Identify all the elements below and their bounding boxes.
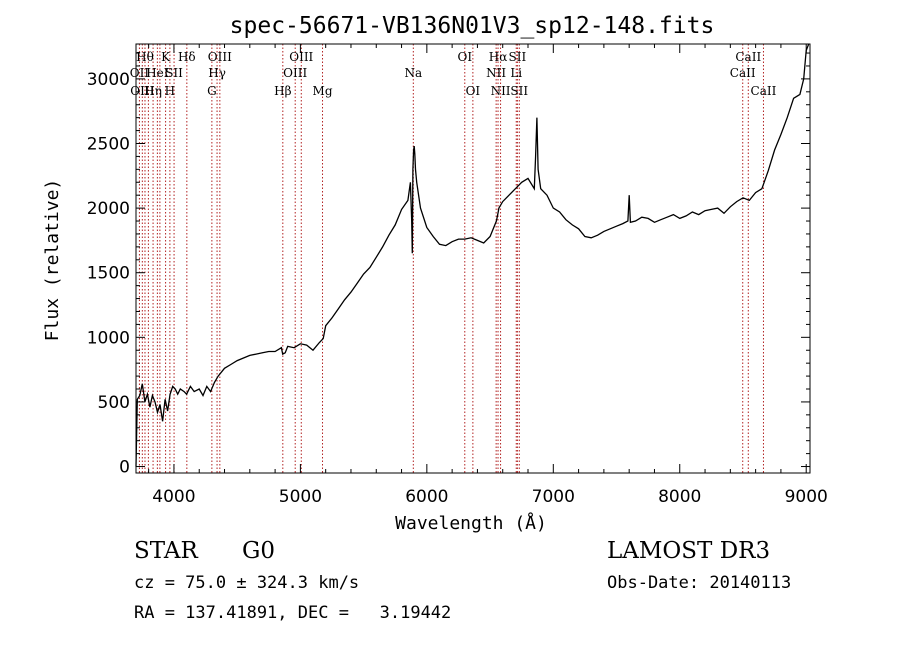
- line-label-4: Hη: [144, 84, 162, 98]
- line-label-19: OI: [457, 50, 472, 64]
- line-label-22: Hα: [489, 50, 508, 64]
- line-label-16: OIII: [289, 50, 313, 64]
- emission-line-labels: OIIOIIIHθHηHeIKHSIIHδGHγOIIIHβOIIIOIIIMg…: [130, 50, 777, 98]
- line-label-13: OIII: [208, 50, 232, 64]
- line-label-10: Hδ: [178, 50, 196, 64]
- line-label-26: SII: [510, 84, 528, 98]
- line-label-28: CaII: [735, 50, 761, 64]
- line-label-21: NII: [486, 66, 506, 80]
- coordinates: RA = 137.41891, DEC = 3.19442: [134, 603, 452, 623]
- y-tick-label-3: 1500: [87, 264, 130, 284]
- line-label-24: Li: [510, 66, 522, 80]
- y-axis-label: Flux (relative): [42, 179, 63, 342]
- line-label-7: K: [161, 50, 171, 64]
- y-tick-label-2: 1000: [87, 328, 130, 348]
- y-tick-label-1: 500: [98, 393, 130, 413]
- x-axis: 4000 5000 6000 7000 8000 9000: [148, 44, 828, 507]
- emission-line-markers: [138, 44, 764, 473]
- x-tick-label-1: 5000: [279, 487, 322, 507]
- line-label-29: CaII: [751, 84, 777, 98]
- line-label-12: Hγ: [208, 66, 226, 80]
- chart-title: spec-56671-VB136N01V3_sp12-148.fits: [230, 13, 715, 39]
- line-label-14: Hβ: [274, 84, 291, 98]
- line-label-23: NII: [491, 84, 511, 98]
- object-subclass: G0: [242, 538, 276, 564]
- line-label-15: OIII: [283, 66, 307, 80]
- line-label-27: CaII: [730, 66, 756, 80]
- observation-date: Obs-Date: 20140113: [607, 573, 792, 593]
- y-tick-label-0: 0: [119, 458, 130, 478]
- x-tick-label-3: 7000: [532, 487, 575, 507]
- survey-name: LAMOST DR3: [607, 538, 771, 564]
- y-tick-label-6: 3000: [87, 70, 130, 90]
- x-tick-label-2: 6000: [405, 487, 448, 507]
- y-tick-label-5: 2500: [87, 134, 130, 154]
- line-label-17: Mg: [313, 84, 333, 98]
- y-axis: 0 500 1000 1500 2000 2500 3000: [87, 52, 810, 478]
- line-label-20: OI: [466, 84, 481, 98]
- plot-frame: [135, 43, 811, 474]
- line-label-11: G: [207, 84, 217, 98]
- spectrum-series-line: [135, 43, 810, 467]
- x-tick-label-4: 8000: [658, 487, 701, 507]
- line-label-18: Na: [404, 66, 422, 80]
- line-label-5: HeI: [146, 66, 169, 80]
- x-tick-label-5: 9000: [785, 487, 828, 507]
- object-class: STAR: [134, 538, 198, 564]
- line-label-2: Hθ: [136, 50, 154, 64]
- x-axis-label: Wavelength (Å): [395, 512, 547, 534]
- x-tick-label-0: 4000: [152, 487, 195, 507]
- line-label-8: H: [165, 84, 175, 98]
- y-tick-label-4: 2000: [87, 199, 130, 219]
- redshift-value: cz = 75.0 ± 324.3 km/s: [134, 573, 360, 593]
- line-label-0: OII: [130, 66, 150, 80]
- line-label-9: SII: [165, 66, 183, 80]
- line-label-25: SII: [509, 50, 527, 64]
